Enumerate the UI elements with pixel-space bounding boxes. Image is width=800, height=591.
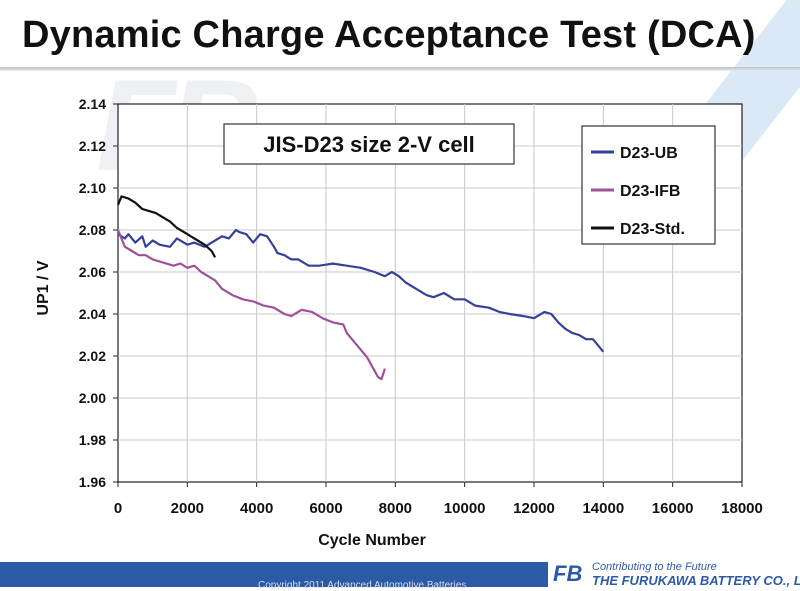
legend-label: D23-Std. <box>620 221 685 238</box>
y-tick-label: 2.04 <box>79 306 106 322</box>
series-line-2 <box>116 195 217 258</box>
x-tick-label: 4000 <box>240 500 273 517</box>
x-tick-label: 14000 <box>582 500 624 517</box>
furukawa-logo-icon: FB <box>553 561 582 585</box>
x-tick-label: 8000 <box>379 500 412 517</box>
y-tick-label: 2.02 <box>79 348 106 364</box>
footer-tagline: Contributing to the Future <box>592 561 717 573</box>
x-tick-label: 0 <box>114 500 122 517</box>
series-line-1 <box>116 229 386 381</box>
footer-company-name: THE FURUKAWA BATTERY CO., LTD. <box>592 573 800 588</box>
legend-box <box>581 125 716 245</box>
y-tick-label: 1.98 <box>79 432 106 448</box>
y-tick-label: 1.96 <box>79 474 106 490</box>
x-tick-label: 6000 <box>309 500 342 517</box>
x-tick-label: 10000 <box>444 500 486 517</box>
x-tick-label: 12000 <box>513 500 555 517</box>
slide-title: Dynamic Charge Acceptance Test (DCA) <box>22 14 756 56</box>
svg-text:FB: FB <box>553 561 582 585</box>
x-tick-label: 18000 <box>721 500 763 517</box>
x-axis-label: Cycle Number <box>318 532 426 549</box>
x-tick-label: 2000 <box>171 500 204 517</box>
legend-label: D23-UB <box>620 145 678 162</box>
footer-bar <box>0 562 548 587</box>
y-tick-label: 2.00 <box>79 390 106 406</box>
y-axis-label: UP1 / V <box>35 260 52 315</box>
title-divider <box>0 67 800 71</box>
legend-label: D23-IFB <box>620 183 680 200</box>
chart-annotation: JIS-D23 size 2-V cell <box>263 132 475 157</box>
annotation-box <box>223 123 515 165</box>
y-tick-label: 2.14 <box>79 96 106 112</box>
y-tick-label: 2.06 <box>79 264 106 280</box>
footer-copyright: Copyright 2011 Advanced Automotive Batte… <box>258 580 467 591</box>
y-tick-label: 2.08 <box>79 222 106 238</box>
y-tick-label: 2.12 <box>79 138 106 154</box>
series-line-0 <box>117 228 605 353</box>
x-tick-label: 16000 <box>652 500 694 517</box>
y-tick-label: 2.10 <box>79 180 106 196</box>
